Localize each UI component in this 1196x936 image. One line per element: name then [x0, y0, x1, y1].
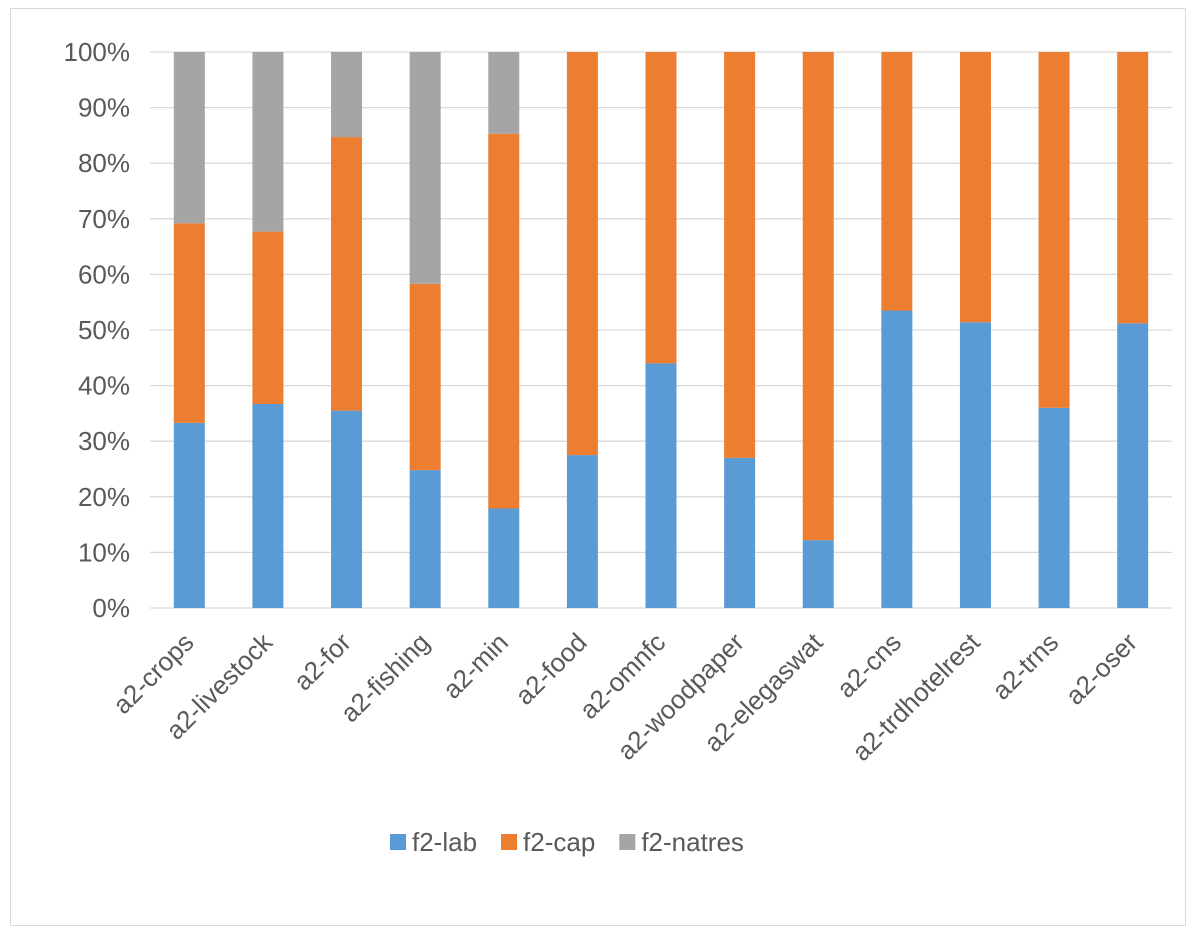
- bar-f2-cap-a2-crops: [173, 223, 205, 423]
- chart-frame: 0% 10% 20% 30% 40% 50% 60% 70% 80% 90% 100% a2-cro…: [10, 8, 1186, 926]
- bar-f2-cap-a2-oser: [1117, 52, 1149, 324]
- legend-label: f2-cap: [523, 827, 595, 857]
- bar-f2-cap-a2-min: [488, 133, 520, 509]
- bar-f2-lab-a2-cns: [881, 310, 913, 608]
- legend-item-f2-cap: f2-cap: [501, 827, 595, 857]
- legend-item-f2-natres: f2-natres: [619, 827, 744, 857]
- legend-label: f2-natres: [641, 827, 744, 857]
- bar-f2-lab-a2-crops: [173, 422, 205, 608]
- bar-f2-lab-a2-livestock: [252, 403, 284, 608]
- x-category-label: a2-min: [437, 627, 514, 704]
- bar-f2-cap-a2-elegaswat: [802, 52, 834, 541]
- bar-f2-lab-a2-woodpaper: [724, 457, 756, 608]
- bar-f2-lab-a2-oser: [1117, 323, 1149, 608]
- y-tick-label: 90%: [78, 93, 130, 123]
- y-tick-label: 0%: [92, 593, 130, 623]
- bar-f2-cap-a2-cns: [881, 52, 913, 311]
- y-tick-label: 70%: [78, 204, 130, 234]
- legend-label: f2-lab: [412, 827, 477, 857]
- y-tick-label: 30%: [78, 426, 130, 456]
- legend: f2-lab f2-cap f2-natres: [390, 827, 744, 857]
- bars: [173, 52, 1149, 608]
- x-category-label: a2-oser: [1059, 627, 1143, 711]
- bar-f2-cap-a2-for: [331, 137, 363, 411]
- bar-f2-lab-a2-food: [566, 455, 598, 608]
- bar-f2-lab-a2-fishing: [409, 470, 441, 608]
- y-tick-label: 60%: [78, 259, 130, 289]
- chart-svg: 0% 10% 20% 30% 40% 50% 60% 70% 80% 90% 100% a2-cro…: [64, 37, 1172, 857]
- bar-f2-natres-a2-for: [331, 52, 363, 138]
- bar-f2-lab-a2-trdhotelrest: [959, 322, 991, 608]
- legend-swatch: [501, 834, 518, 850]
- bar-f2-natres-a2-fishing: [409, 52, 441, 284]
- y-tick-label: 80%: [78, 148, 130, 178]
- bar-f2-cap-a2-fishing: [409, 283, 441, 471]
- bar-f2-cap-a2-food: [566, 52, 598, 456]
- bar-f2-natres-a2-crops: [173, 52, 205, 224]
- y-axis-ticks: 0% 10% 20% 30% 40% 50% 60% 70% 80% 90% 100%: [64, 37, 131, 623]
- bar-f2-natres-a2-livestock: [252, 52, 284, 232]
- legend-swatch: [619, 834, 636, 850]
- legend-swatch: [390, 834, 406, 850]
- bar-f2-natres-a2-min: [488, 52, 520, 134]
- bar-f2-lab-a2-min: [488, 508, 520, 608]
- y-tick-label: 40%: [78, 371, 130, 401]
- x-category-label: a2-for: [288, 627, 357, 696]
- bar-f2-lab-a2-for: [331, 410, 363, 608]
- bar-f2-cap-a2-trdhotelrest: [959, 52, 991, 323]
- y-tick-label: 20%: [78, 482, 130, 512]
- bar-f2-cap-a2-omnfc: [645, 52, 677, 364]
- bar-f2-lab-a2-trns: [1038, 407, 1070, 608]
- bar-f2-cap-a2-woodpaper: [724, 52, 756, 458]
- y-tick-label: 100%: [64, 37, 131, 67]
- bar-f2-cap-a2-livestock: [252, 231, 284, 404]
- legend-item-f2-lab: f2-lab: [390, 827, 477, 857]
- y-tick-label: 50%: [78, 315, 130, 345]
- bar-f2-cap-a2-trns: [1038, 52, 1070, 408]
- x-category-label: a2-cns: [831, 627, 907, 703]
- x-category-label: a2-trns: [986, 627, 1064, 705]
- y-tick-label: 10%: [78, 537, 130, 567]
- bar-f2-lab-a2-elegaswat: [802, 540, 834, 608]
- bar-f2-lab-a2-omnfc: [645, 363, 677, 608]
